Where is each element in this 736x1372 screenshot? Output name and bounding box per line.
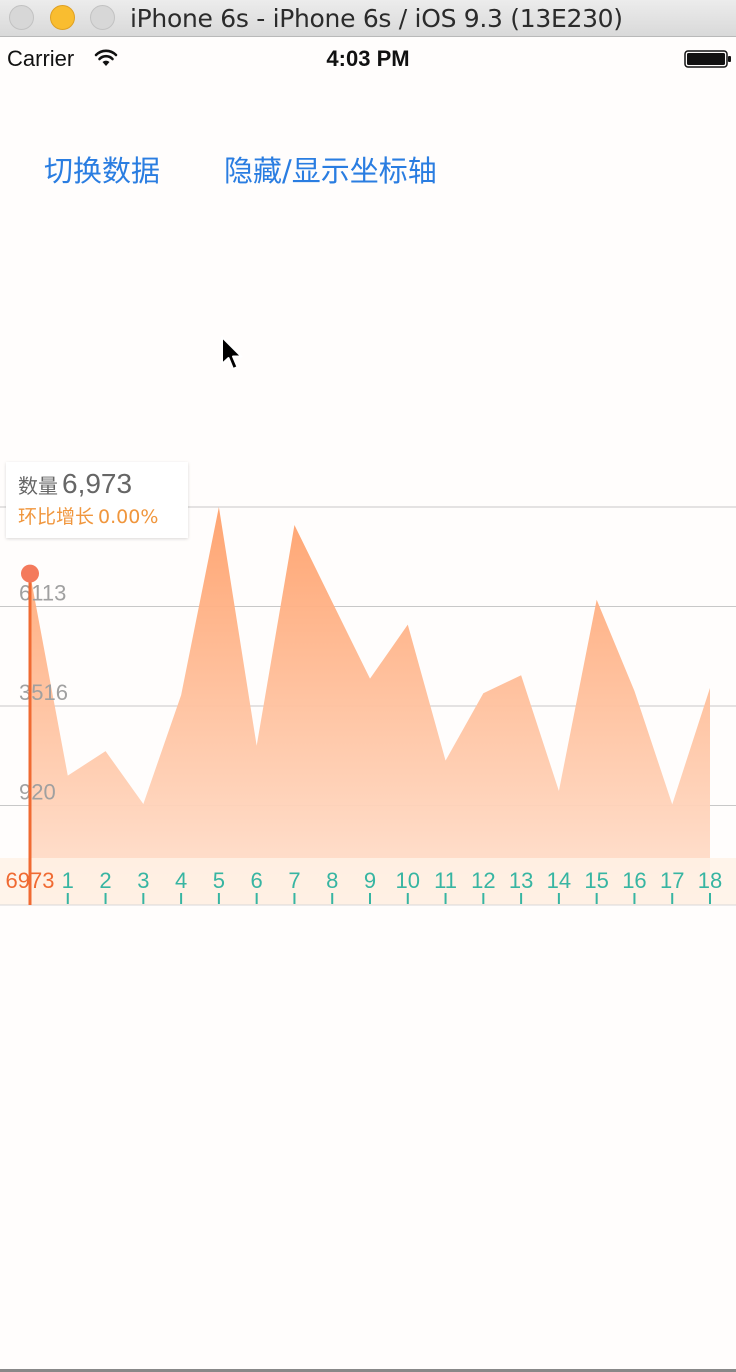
wifi-icon xyxy=(94,49,118,66)
x-tick-label: 13 xyxy=(509,868,533,893)
selection-indicator-dot xyxy=(21,564,39,583)
window-minimize-button[interactable] xyxy=(50,5,75,30)
x-tick-label: 9 xyxy=(364,868,376,893)
data-point[interactable] xyxy=(100,745,112,757)
x-tick-label: 17 xyxy=(660,868,684,893)
x-tick-label: 10 xyxy=(396,868,420,893)
data-point[interactable] xyxy=(251,740,263,752)
x-tick-label: 8 xyxy=(326,868,338,893)
y-tick-label: 920 xyxy=(19,780,56,805)
mouse-cursor-icon xyxy=(221,336,243,370)
tooltip-growth-label: 环比增长 xyxy=(18,506,95,528)
y-tick-label: 6113 xyxy=(19,581,66,606)
battery-icon xyxy=(684,50,731,68)
data-point[interactable] xyxy=(364,673,376,685)
x-tick-label: 6 xyxy=(251,868,263,893)
data-point[interactable] xyxy=(62,770,74,782)
toggle-axis-button[interactable]: 隐藏/显示坐标轴 xyxy=(224,154,437,188)
status-time: 4:03 PM xyxy=(326,46,410,71)
x-tick-label: 5 xyxy=(213,868,225,893)
x-tick-label: 2 xyxy=(99,868,111,893)
data-point[interactable] xyxy=(553,785,565,797)
window-bottom-edge xyxy=(0,1369,736,1372)
simulator-title-bar: iPhone 6s - iPhone 6s / iOS 9.3 (13E230) xyxy=(0,0,736,37)
area-series[interactable] xyxy=(30,507,710,905)
chart-tooltip: 数量 6,973 环比增长 0.00% xyxy=(6,462,188,538)
data-point[interactable] xyxy=(515,669,527,681)
x-tick-label: 7 xyxy=(288,868,300,893)
data-point[interactable] xyxy=(326,596,338,608)
selected-x-label: 6973 xyxy=(6,868,55,893)
window-zoom-button[interactable] xyxy=(90,5,115,30)
tooltip-quantity-label: 数量 xyxy=(18,474,58,498)
data-point[interactable] xyxy=(440,755,452,767)
x-tick-label: 11 xyxy=(434,868,457,893)
tooltip-growth-value: 0.00% xyxy=(98,506,159,528)
data-point[interactable] xyxy=(704,682,716,694)
y-tick-label: 3516 xyxy=(19,680,68,705)
data-point[interactable] xyxy=(477,687,489,699)
window-close-button[interactable] xyxy=(9,5,34,30)
data-point[interactable] xyxy=(666,798,678,810)
x-axis-band xyxy=(0,858,736,905)
x-tick-label: 4 xyxy=(175,868,187,893)
data-point[interactable] xyxy=(288,519,300,531)
x-tick-label: 18 xyxy=(698,868,722,893)
x-tick-label: 12 xyxy=(471,868,495,893)
data-point[interactable] xyxy=(591,594,603,606)
data-point[interactable] xyxy=(628,685,640,697)
carrier-label: Carrier xyxy=(7,46,75,71)
data-point[interactable] xyxy=(137,798,149,810)
x-tick-label: 1 xyxy=(62,868,74,893)
window-title: iPhone 6s - iPhone 6s / iOS 9.3 (13E230) xyxy=(130,4,623,33)
data-point[interactable] xyxy=(175,689,187,701)
x-tick-label: 16 xyxy=(622,868,646,893)
data-point[interactable] xyxy=(213,501,225,513)
tooltip-quantity-value: 6,973 xyxy=(62,468,133,499)
data-point[interactable] xyxy=(402,619,414,631)
x-tick-label: 14 xyxy=(547,868,571,893)
x-tick-label: 15 xyxy=(584,868,608,893)
switch-data-button[interactable]: 切换数据 xyxy=(44,154,161,188)
ios-status-bar: Carrier 4:03 PM xyxy=(0,38,736,80)
x-tick-label: 3 xyxy=(137,868,149,893)
